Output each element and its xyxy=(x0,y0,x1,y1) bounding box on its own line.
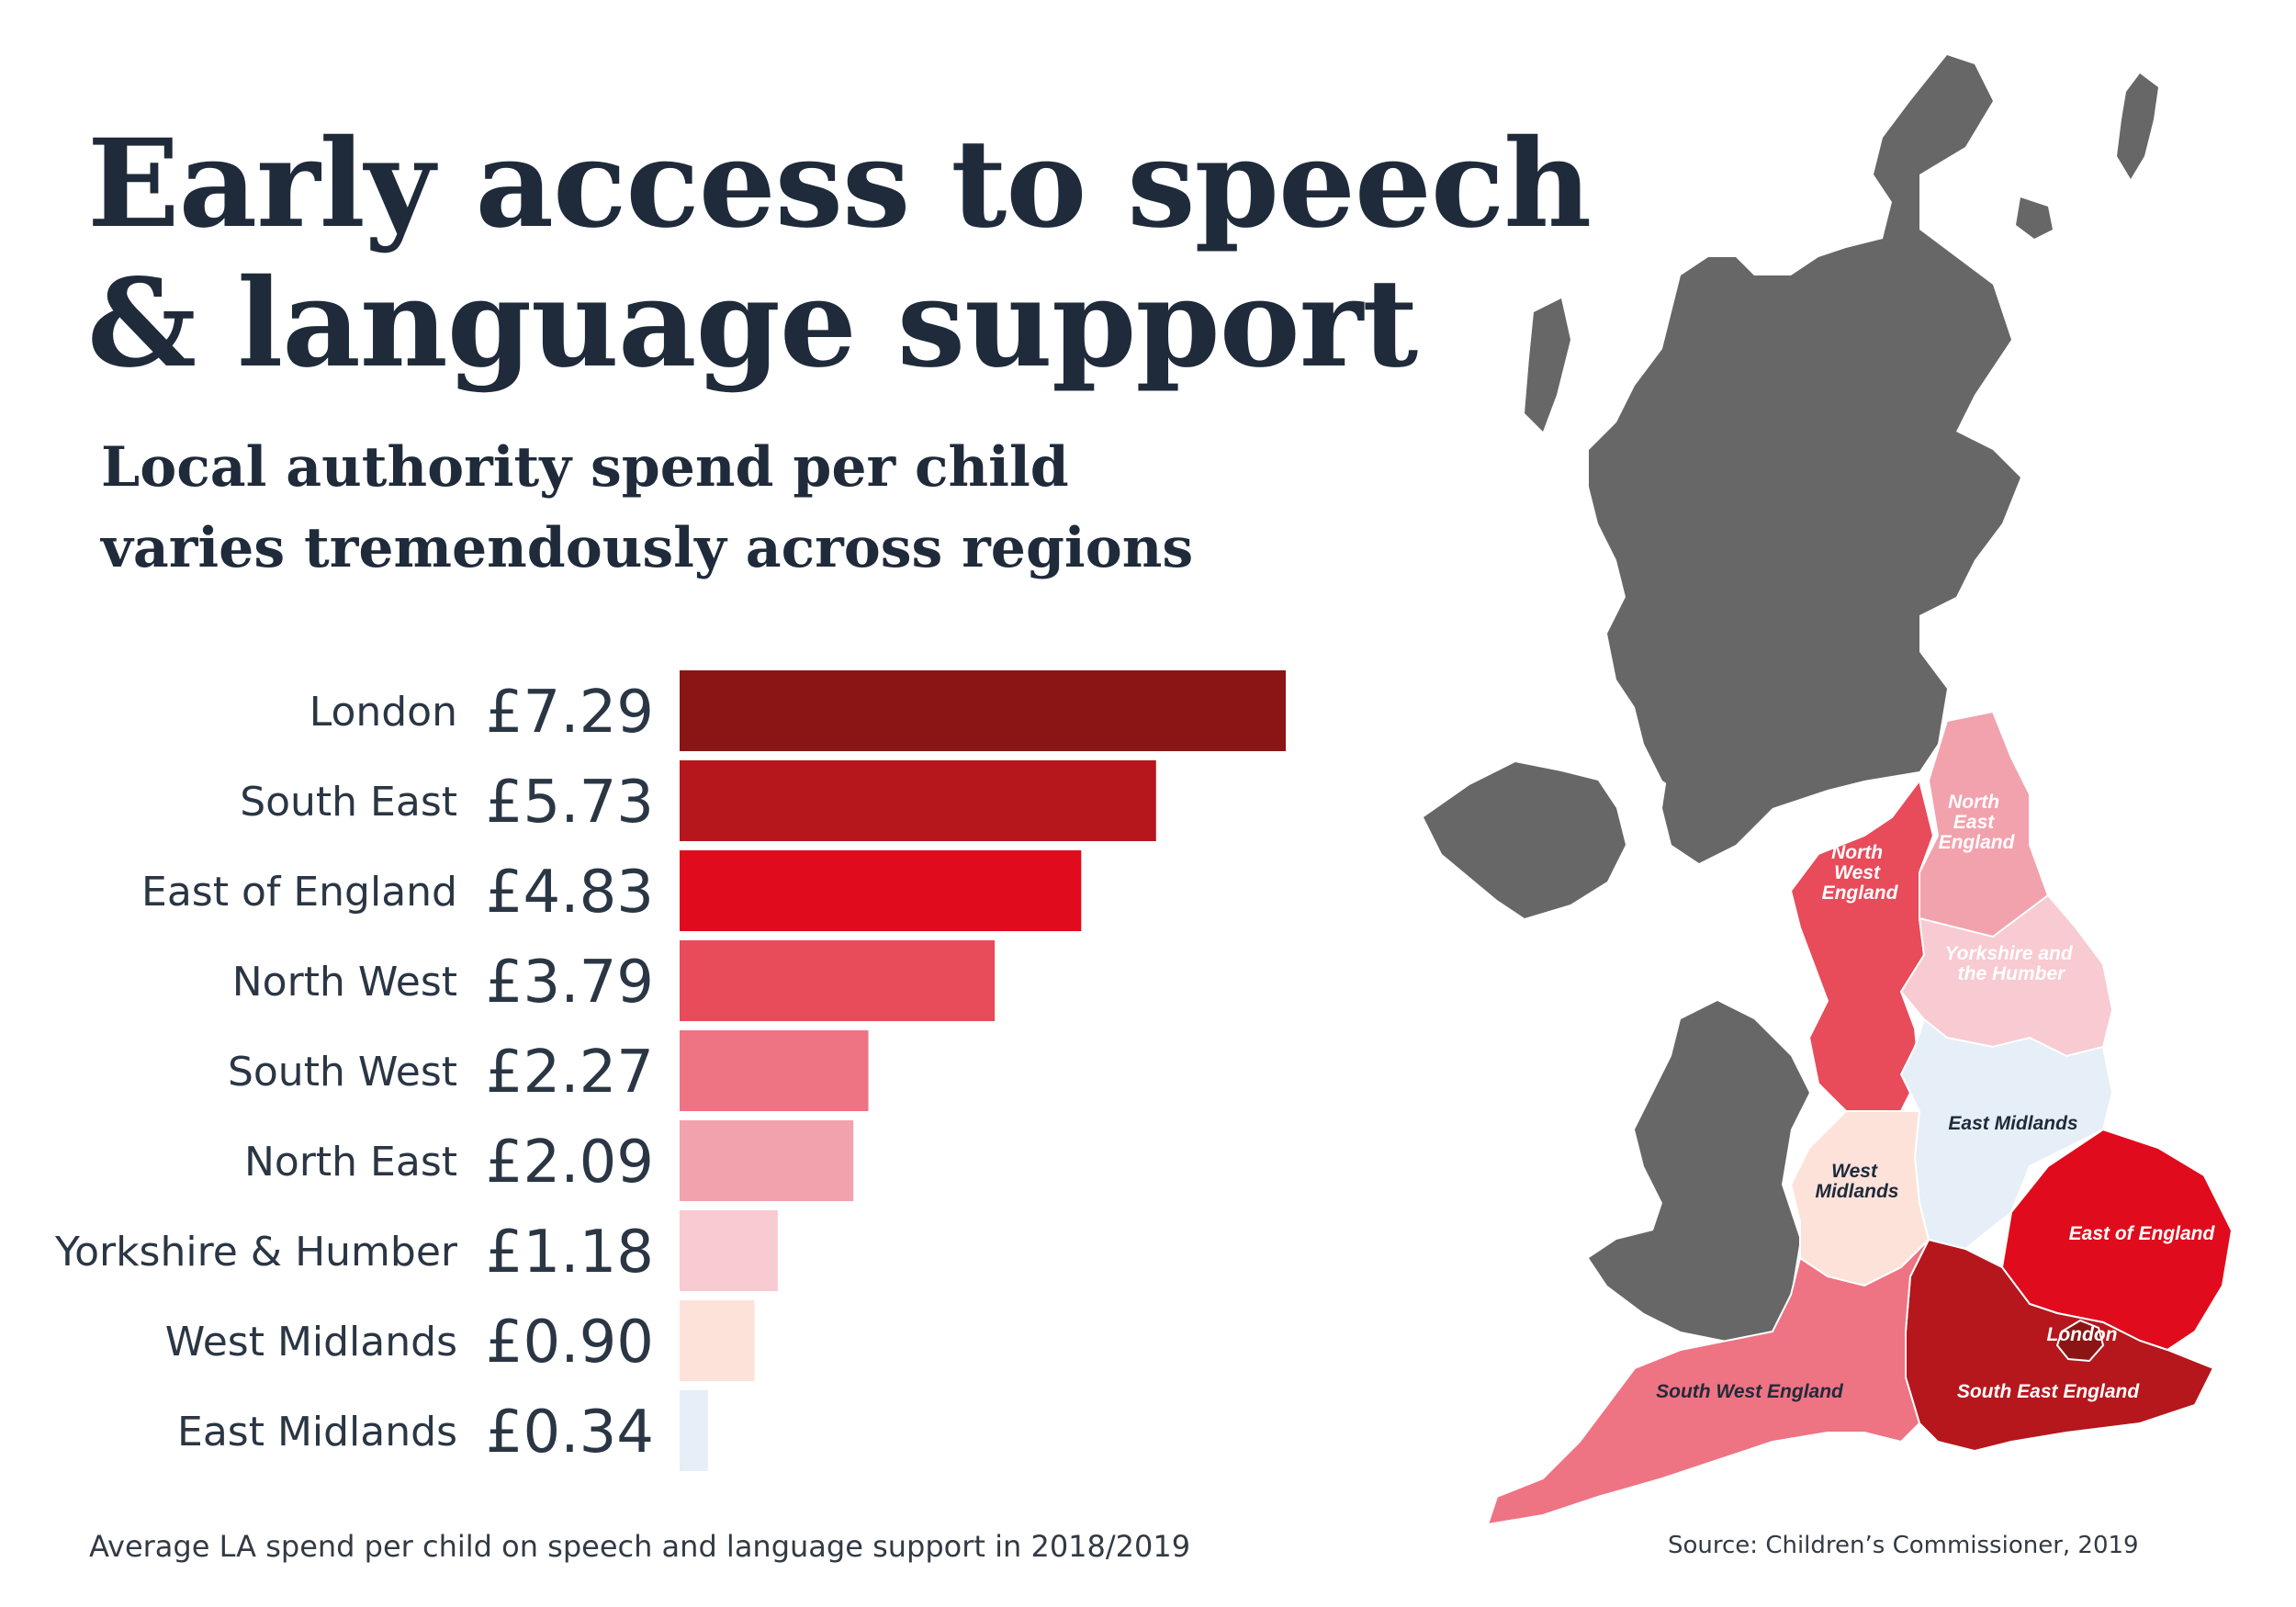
subtitle-line-2: varies tremendously across regions xyxy=(101,516,1194,580)
bar xyxy=(680,670,1286,751)
bar-value-label: £7.29 xyxy=(486,679,654,747)
map-label-yh-1: Yorkshire and xyxy=(1944,943,2073,964)
scotland-shape xyxy=(1589,55,2020,854)
bar-value-label: £3.79 xyxy=(486,949,654,1017)
bar xyxy=(680,1210,778,1291)
map-label-ne-1: North xyxy=(1948,792,1999,813)
bar-category-label: West Midlands xyxy=(165,1319,457,1365)
map-label-london: London xyxy=(2047,1324,2118,1345)
bar-value-label: £2.27 xyxy=(486,1039,654,1107)
map-label-yh-2: the Humber xyxy=(1958,963,2067,984)
bar xyxy=(680,940,996,1021)
bar xyxy=(680,1120,854,1201)
bar-category-label: East Midlands xyxy=(177,1409,457,1455)
map-label-nw-2: West xyxy=(1834,862,1881,883)
map-label-nw-3: England xyxy=(1822,882,1899,904)
source-credit: Source: Children’s Commissioner, 2019 xyxy=(1668,1532,2139,1559)
bar-value-label: £2.09 xyxy=(486,1129,654,1197)
shetland-shape xyxy=(2117,73,2158,179)
map-label-west-midlands: West Midlands xyxy=(1815,1161,1898,1202)
bar-value-label: £0.34 xyxy=(486,1399,654,1467)
map-label-wm-1: West xyxy=(1831,1161,1878,1182)
bar xyxy=(680,760,1156,841)
map-label-north-east: North East England xyxy=(1939,792,2016,853)
bar-category-label: North West xyxy=(232,959,457,1006)
bar-category-label: South West xyxy=(228,1049,457,1096)
map-label-nw-1: North xyxy=(1831,842,1883,863)
orkney-shape xyxy=(2016,197,2053,239)
bar xyxy=(680,1300,755,1381)
bar-value-label: £0.90 xyxy=(486,1309,654,1377)
scotland-south-shape xyxy=(1662,634,1947,863)
map-label-south-east: South East England xyxy=(1957,1381,2141,1402)
map-label-north-west: North West England xyxy=(1822,842,1899,904)
uk-region-map: North East England North West England Yo… xyxy=(1424,55,2234,1526)
england-regions xyxy=(1486,710,2234,1526)
bar-category-label: London xyxy=(310,689,457,736)
bar-category-label: North East xyxy=(244,1139,457,1186)
bar-category-label: South East xyxy=(240,779,457,826)
spend-bar-chart: London £7.29 South East £5.73 East of Englan… xyxy=(54,670,1286,1471)
page-title: Early access to speech & language suppor… xyxy=(87,113,1592,395)
map-region-london xyxy=(2055,1319,2105,1363)
bar xyxy=(680,1390,708,1471)
title-line-1: Early access to speech xyxy=(87,113,1592,255)
bar-category-label: Yorkshire & Humber xyxy=(54,1229,458,1275)
bar xyxy=(680,1030,869,1111)
map-label-south-west: South West England xyxy=(1656,1381,1844,1402)
wales-shape xyxy=(1589,1001,1809,1341)
subtitle-line-1: Local authority spend per child xyxy=(101,435,1069,500)
title-line-2: & language support xyxy=(87,253,1418,395)
bar-value-label: £5.73 xyxy=(486,769,654,837)
hebrides-shape xyxy=(1525,298,1570,432)
bar-value-label: £1.18 xyxy=(486,1219,654,1287)
chart-footnote: Average LA spend per child on speech and… xyxy=(89,1529,1191,1564)
map-region-south-west xyxy=(1486,1239,1930,1526)
uk-other-regions xyxy=(1424,55,2158,1341)
map-label-ne-3: England xyxy=(1939,832,2016,853)
map-label-east-midlands: East Midlands xyxy=(1948,1113,2077,1134)
bar-value-label: £4.83 xyxy=(486,859,654,927)
northern-ireland-shape xyxy=(1424,762,1626,918)
map-labels: North East England North West England Yo… xyxy=(1656,792,2215,1402)
map-label-east-of-england: East of England xyxy=(2069,1223,2216,1244)
bar-category-label: East of England xyxy=(141,869,457,916)
page-subtitle: Local authority spend per child varies t… xyxy=(101,427,1193,589)
bar xyxy=(680,850,1082,931)
map-label-yorkshire: Yorkshire and the Humber xyxy=(1944,943,2077,984)
map-label-wm-2: Midlands xyxy=(1815,1181,1898,1202)
map-label-ne-2: East xyxy=(1953,812,1995,833)
